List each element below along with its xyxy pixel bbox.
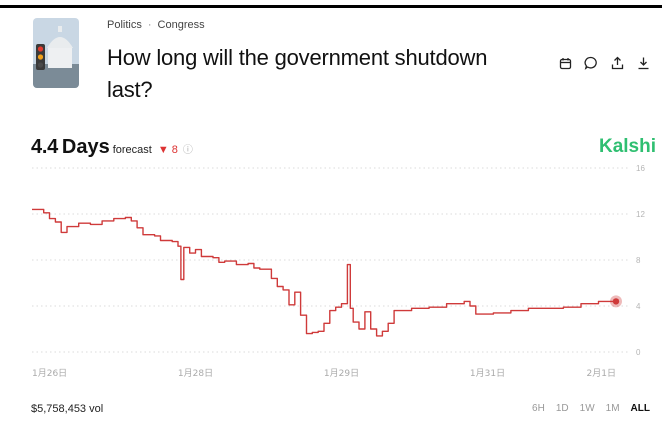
range-1w[interactable]: 1W (579, 403, 595, 414)
download-icon[interactable] (634, 54, 652, 72)
share-icon[interactable] (608, 54, 626, 72)
breadcrumb: Politics · Congress (107, 19, 205, 31)
comment-icon[interactable] (582, 54, 600, 72)
series-line (32, 208, 616, 337)
forecast-delta: ▼ 8 (157, 144, 178, 156)
y-tick-label: 8 (636, 256, 641, 265)
forecast-unit: Days (61, 136, 110, 158)
breadcrumb-category[interactable]: Politics (107, 19, 142, 31)
breadcrumb-separator: · (147, 19, 152, 31)
forecast-label: forecast (112, 144, 152, 156)
breadcrumb-subcategory[interactable]: Congress (157, 19, 205, 31)
x-tick-label: 1月26日 (32, 368, 67, 379)
market-title: How long will the government shutdown la… (107, 45, 488, 102)
x-tick-label: 1月28日 (178, 368, 213, 379)
range-selector: 6H 1D 1W 1M ALL (532, 403, 650, 414)
y-tick-label: 0 (636, 348, 641, 357)
info-icon[interactable]: ⓘ (182, 145, 193, 156)
x-tick-label: 1月29日 (324, 368, 359, 379)
x-tick-label: 1月31日 (470, 368, 505, 379)
y-tick-label: 12 (636, 210, 645, 219)
calendar-icon[interactable] (556, 54, 574, 72)
brand-logo: Kalshi (598, 136, 656, 157)
last-point-marker (612, 298, 620, 305)
range-1d[interactable]: 1D (555, 403, 569, 414)
range-1m[interactable]: 1M (605, 403, 620, 414)
range-6h[interactable]: 6H (532, 403, 545, 414)
x-tick-label: 2月1日 (587, 368, 616, 379)
top-rule (0, 5, 662, 8)
forecast-headline: 4.4 Days forecast ▼ 8 ⓘ (31, 136, 193, 159)
y-tick-label: 4 (636, 302, 641, 311)
market-thumbnail (33, 18, 79, 88)
forecast-chart[interactable]: 16 12 8 4 0 1月26日 1月28日 1月29日 1月31日 2月1日 (0, 160, 662, 385)
volume-label: $5,758,453 vol (31, 403, 104, 415)
range-all[interactable]: ALL (630, 403, 650, 414)
y-tick-label: 16 (636, 164, 645, 173)
forecast-value: 4.4 (31, 136, 58, 158)
market-actions (556, 54, 652, 72)
